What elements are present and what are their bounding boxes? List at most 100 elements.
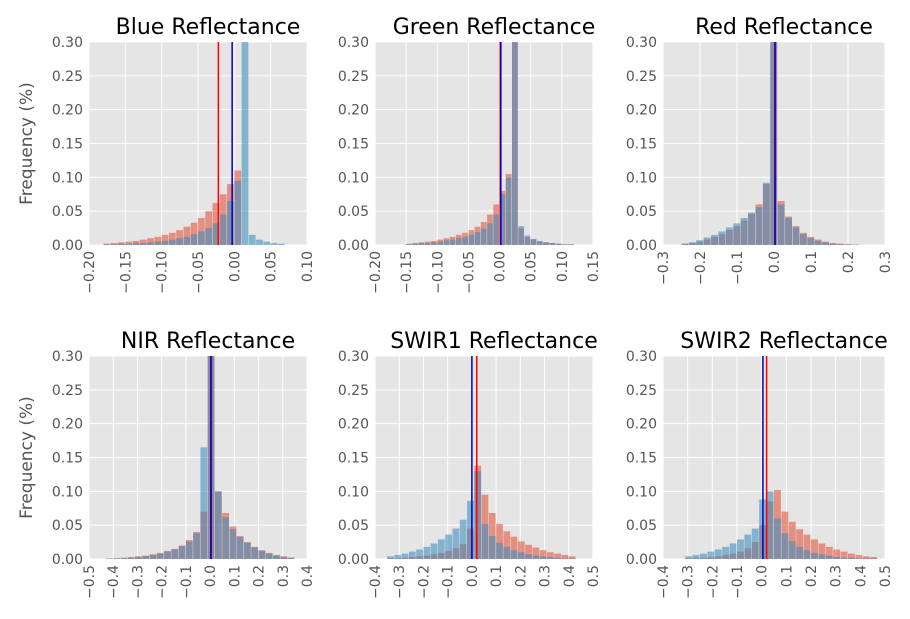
x-tick-label: 0.00 [227, 251, 243, 282]
hist-bar-series-2 [512, 42, 518, 245]
hist-bar-series-2 [681, 243, 689, 245]
y-tick-label: 0.05 [338, 518, 369, 534]
hist-bar-series-1 [848, 553, 855, 559]
hist-bar-series-2 [829, 243, 837, 245]
hist-bar-series-2 [212, 223, 220, 245]
hist-bar-series-2 [718, 231, 726, 245]
hist-bar-series-2 [714, 549, 722, 559]
x-tick-label: 0.0 [203, 565, 219, 587]
y-tick-label: 0.30 [52, 349, 83, 365]
x-tick-label: −0.3 [656, 251, 672, 285]
y-tick-label: 0.25 [338, 383, 369, 399]
y-tick-label: 0.00 [338, 238, 369, 254]
hist-bar-series-2 [474, 471, 482, 559]
x-tick-label: 0.3 [878, 251, 894, 273]
hist-bar-series-2 [510, 550, 518, 559]
hist-bar-series-2 [125, 243, 133, 245]
x-tick-label: −0.1 [441, 565, 457, 599]
y-tick-label: 0.30 [338, 35, 369, 51]
hist-bar-series-2 [401, 553, 409, 559]
y-tick-label: 0.25 [626, 69, 657, 85]
x-tick-label: 0.10 [555, 251, 571, 282]
hist-bar-series-2 [387, 556, 394, 559]
y-tick-label: 0.25 [52, 383, 83, 399]
hist-bar-series-2 [263, 241, 271, 245]
x-tick-label: 0.05 [264, 251, 280, 282]
hist-bar-series-2 [135, 556, 142, 559]
hist-bar-series-2 [455, 238, 462, 245]
hist-bar-series-2 [814, 240, 822, 245]
subplot-title: SWIR1 Reflectance [390, 329, 598, 354]
hist-bar-series-2 [154, 241, 162, 245]
x-tick-label: −0.15 [118, 251, 134, 294]
x-tick-label: 0.10 [300, 251, 316, 282]
hist-bar-series-2 [561, 244, 568, 245]
hist-bar-series-2 [848, 557, 855, 559]
hist-bar-series-2 [139, 242, 147, 245]
x-tick-label: 0.5 [878, 565, 894, 587]
y-tick-label: 0.25 [338, 69, 369, 85]
hist-bar-series-2 [836, 244, 844, 245]
y-tick-label: 0.20 [52, 417, 83, 433]
hist-bar-series-2 [543, 242, 549, 245]
hist-bar-series-2 [748, 212, 755, 245]
hist-bar-series-1 [154, 236, 162, 245]
hist-bar-series-1 [568, 556, 576, 559]
hist-bar-series-2 [142, 556, 150, 559]
x-tick-label: −0.10 [155, 251, 171, 294]
hist-bar-series-2 [164, 551, 171, 559]
hist-bar-series-2 [132, 242, 140, 245]
hist-bar-series-2 [546, 556, 554, 559]
x-tick-label: −0.15 [399, 251, 415, 294]
hist-bar-series-2 [227, 201, 234, 245]
bars-group [387, 465, 576, 559]
subplot-title: Blue Reflectance [116, 15, 301, 40]
x-tick-label: −0.2 [693, 251, 709, 285]
hist-bar-series-2 [777, 204, 785, 245]
subplot-3: 0.00 0.05 0.10 0.15 0.20 0.25 0.30 −0.3 −0.2 −0.1… [626, 15, 894, 285]
hist-bar-series-2 [234, 180, 242, 245]
hist-bar-series-2 [437, 241, 444, 245]
hist-bar-series-1 [818, 543, 826, 559]
y-tick-label: 0.20 [626, 103, 657, 119]
hist-bar-series-1 [176, 230, 183, 245]
hist-bar-series-2 [248, 234, 256, 245]
hist-bar-series-1 [517, 541, 525, 559]
hist-bar-series-1 [183, 226, 191, 245]
hist-bar-series-2 [480, 228, 487, 245]
hist-bar-series-2 [241, 42, 249, 245]
hist-bar-series-2 [423, 546, 431, 559]
hist-bar-series-2 [156, 553, 164, 559]
x-tick-label: 0.1 [489, 565, 505, 587]
bars-group [103, 42, 285, 245]
hist-bar-series-2 [424, 242, 431, 245]
hist-bar-series-2 [549, 242, 556, 245]
hist-bar-series-2 [190, 234, 198, 245]
y-tick-label: 0.10 [338, 170, 369, 186]
hist-bar-series-2 [193, 533, 200, 559]
hist-bar-series-1 [139, 239, 147, 245]
x-tick-label: 0.2 [252, 565, 268, 587]
hist-bar-series-2 [219, 214, 227, 245]
y-tick-label: 0.00 [626, 238, 657, 254]
subplot-4: 0.00 0.05 0.10 0.15 0.20 0.25 0.30 −0.5 −0.4 −0.3… [17, 329, 316, 599]
subplot-6: 0.00 0.05 0.10 0.15 0.20 0.25 0.30 −0.4 −0.3 −0.2… [626, 329, 894, 599]
hist-bar-series-2 [505, 177, 512, 245]
hist-bar-series-2 [449, 239, 456, 245]
hist-bar-series-2 [525, 554, 532, 559]
hist-bar-series-2 [766, 491, 774, 559]
hist-bar-series-2 [244, 542, 251, 559]
hist-bar-series-2 [722, 546, 730, 559]
x-tick-label: 0.0 [755, 565, 771, 587]
hist-bar-series-2 [198, 231, 205, 245]
hist-bar-series-2 [536, 240, 543, 245]
hist-bar-series-2 [740, 217, 748, 245]
hist-bar-series-2 [287, 557, 295, 559]
y-tick-label: 0.15 [52, 451, 83, 467]
hist-bar-series-2 [265, 553, 273, 559]
x-tick-label: 0.3 [829, 565, 845, 587]
hist-bar-series-2 [518, 226, 524, 245]
hist-bar-series-2 [807, 238, 815, 245]
hist-bar-series-2 [862, 558, 870, 559]
hist-bar-series-2 [185, 541, 193, 559]
